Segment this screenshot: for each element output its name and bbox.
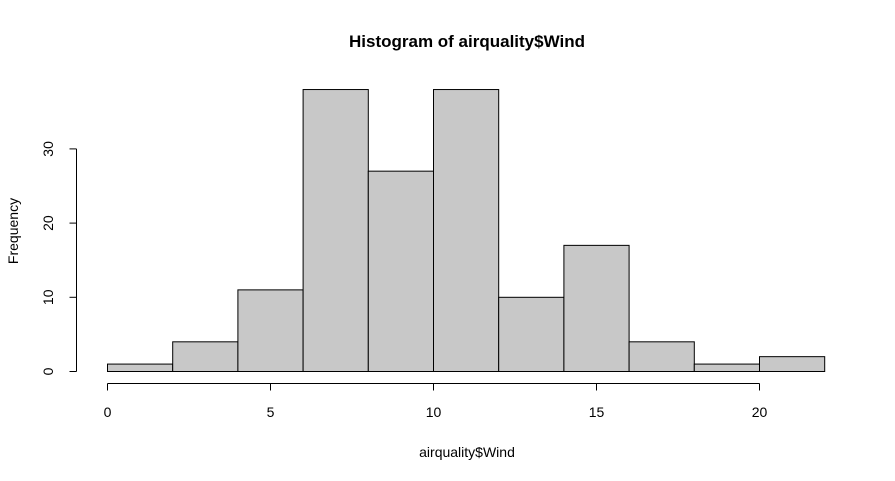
histogram-bar-2: [237, 289, 304, 373]
histogram-bar-6: [498, 296, 565, 372]
bars-group: [107, 89, 826, 373]
x-tick-label-15: 15: [589, 404, 605, 420]
x-tick-label-20: 20: [752, 404, 768, 420]
y-tick-label-0: 0: [40, 367, 56, 375]
histogram-bar-0: [107, 363, 174, 372]
y-tick-label-20: 20: [40, 215, 56, 231]
x-axis: 0 5 10 15 20: [104, 383, 768, 420]
histogram-bar-8: [628, 341, 695, 373]
y-axis-label: Frequency: [5, 198, 21, 264]
histogram-bar-5: [433, 89, 500, 372]
histogram-bar-3: [302, 89, 369, 372]
y-axis: 0 10 20 30: [40, 141, 77, 375]
histogram-bar-9: [693, 363, 760, 372]
y-tick-label-10: 10: [40, 289, 56, 305]
chart-title: Histogram of airquality$Wind: [349, 32, 585, 51]
y-tick-label-30: 30: [40, 141, 56, 157]
x-tick-label-5: 5: [267, 404, 275, 420]
histogram-bar-10: [759, 356, 826, 373]
x-axis-label: airquality$Wind: [419, 444, 515, 460]
x-tick-label-0: 0: [104, 404, 112, 420]
histogram-bar-4: [367, 170, 434, 372]
histogram-bar-7: [563, 244, 630, 372]
x-tick-label-10: 10: [426, 404, 442, 420]
histogram-bar-1: [172, 341, 239, 373]
